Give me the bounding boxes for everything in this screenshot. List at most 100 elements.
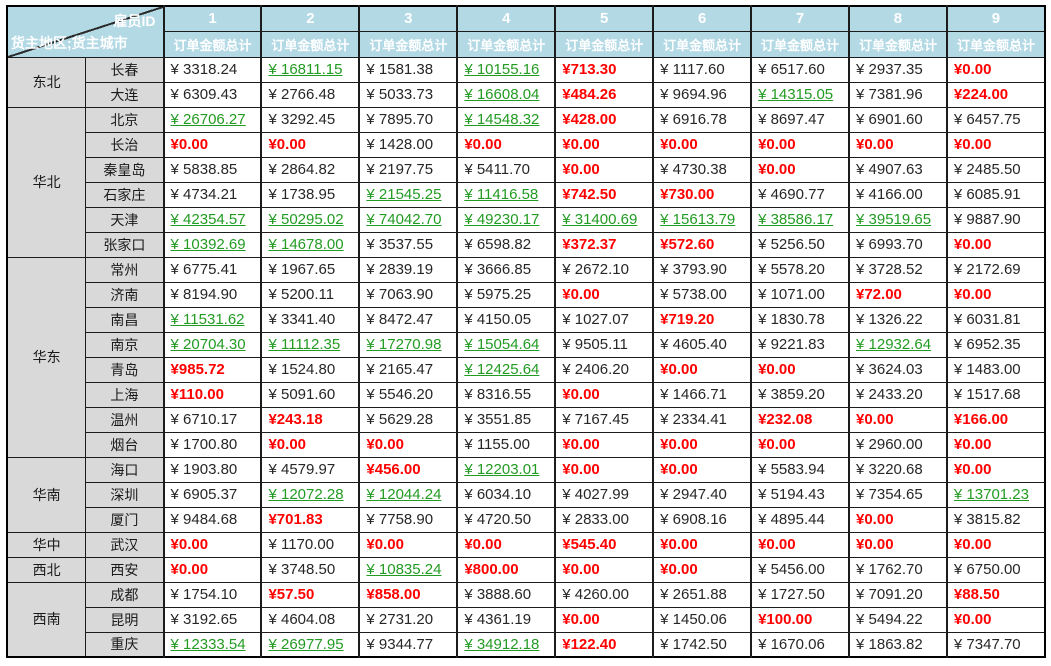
value-cell[interactable]: ¥ 5194.43: [750, 481, 850, 508]
value-cell[interactable]: ¥ 12425.64: [456, 356, 556, 383]
city-cell[interactable]: 南昌: [85, 306, 165, 333]
order-total-header[interactable]: 订单金额总计: [750, 30, 850, 58]
value-cell[interactable]: ¥ 3292.45: [260, 106, 360, 133]
city-cell[interactable]: 温州: [85, 406, 165, 433]
value-cell[interactable]: ¥ 1670.06: [750, 631, 850, 658]
value-cell[interactable]: ¥ 12203.01: [456, 456, 556, 483]
value-cell[interactable]: ¥0.00: [554, 381, 654, 408]
value-cell[interactable]: ¥0.00: [945, 281, 1046, 308]
value-cell[interactable]: ¥ 2833.00: [554, 506, 654, 533]
value-cell[interactable]: ¥ 16608.04: [456, 81, 556, 108]
order-total-header[interactable]: 订单金额总计: [652, 30, 752, 58]
city-cell[interactable]: 上海: [85, 381, 165, 408]
value-cell[interactable]: ¥ 4720.50: [456, 506, 556, 533]
value-cell[interactable]: ¥ 1754.10: [162, 581, 262, 608]
value-cell[interactable]: ¥0.00: [358, 431, 458, 458]
value-cell[interactable]: ¥ 1071.00: [750, 281, 850, 308]
value-cell[interactable]: ¥ 3859.20: [750, 381, 850, 408]
order-total-header[interactable]: 订单金额总计: [162, 30, 262, 58]
region-cell[interactable]: 西北: [6, 556, 87, 583]
value-cell[interactable]: ¥ 8316.55: [456, 381, 556, 408]
value-cell[interactable]: ¥ 7895.70: [358, 106, 458, 133]
value-cell[interactable]: ¥ 16811.15: [260, 56, 360, 83]
value-cell[interactable]: ¥ 3624.03: [848, 356, 948, 383]
value-cell[interactable]: ¥ 2731.20: [358, 606, 458, 633]
value-cell[interactable]: ¥456.00: [358, 456, 458, 483]
value-cell[interactable]: ¥ 6901.60: [848, 106, 948, 133]
value-cell[interactable]: ¥0.00: [848, 531, 948, 558]
employee-id-header[interactable]: 3: [358, 5, 458, 32]
value-cell[interactable]: ¥ 31400.69: [554, 206, 654, 233]
value-cell[interactable]: ¥ 5200.11: [260, 281, 360, 308]
value-cell[interactable]: ¥ 1700.80: [162, 431, 262, 458]
region-cell[interactable]: 华中: [6, 531, 87, 558]
region-cell[interactable]: 华南: [6, 456, 87, 533]
city-cell[interactable]: 长春: [85, 56, 165, 83]
value-cell[interactable]: ¥ 1170.00: [260, 531, 360, 558]
value-cell[interactable]: ¥ 6905.37: [162, 481, 262, 508]
value-cell[interactable]: ¥ 4579.97: [260, 456, 360, 483]
value-cell[interactable]: ¥ 5411.70: [456, 156, 556, 183]
value-cell[interactable]: ¥0.00: [848, 131, 948, 158]
region-cell[interactable]: 华东: [6, 256, 87, 458]
value-cell[interactable]: ¥ 2651.88: [652, 581, 752, 608]
value-cell[interactable]: ¥ 1738.95: [260, 181, 360, 208]
value-cell[interactable]: ¥0.00: [945, 131, 1046, 158]
value-cell[interactable]: ¥372.37: [554, 231, 654, 258]
value-cell[interactable]: ¥0.00: [554, 281, 654, 308]
value-cell[interactable]: ¥ 5838.85: [162, 156, 262, 183]
value-cell[interactable]: ¥ 3220.68: [848, 456, 948, 483]
city-cell[interactable]: 烟台: [85, 431, 165, 458]
value-cell[interactable]: ¥ 2334.41: [652, 406, 752, 433]
value-cell[interactable]: ¥484.26: [554, 81, 654, 108]
value-cell[interactable]: ¥0.00: [260, 431, 360, 458]
value-cell[interactable]: ¥ 12044.24: [358, 481, 458, 508]
city-cell[interactable]: 长治: [85, 131, 165, 158]
value-cell[interactable]: ¥ 15613.79: [652, 206, 752, 233]
region-cell[interactable]: 华北: [6, 106, 87, 258]
value-cell[interactable]: ¥ 1903.80: [162, 456, 262, 483]
value-cell[interactable]: ¥ 10392.69: [162, 231, 262, 258]
region-cell[interactable]: 西南: [6, 581, 87, 658]
city-cell[interactable]: 深圳: [85, 481, 165, 508]
value-cell[interactable]: ¥ 6710.17: [162, 406, 262, 433]
value-cell[interactable]: ¥0.00: [162, 131, 262, 158]
value-cell[interactable]: ¥ 1581.38: [358, 56, 458, 83]
value-cell[interactable]: ¥ 9344.77: [358, 631, 458, 658]
value-cell[interactable]: ¥ 9484.68: [162, 506, 262, 533]
value-cell[interactable]: ¥ 1967.65: [260, 256, 360, 283]
value-cell[interactable]: ¥ 14315.05: [750, 81, 850, 108]
value-cell[interactable]: ¥0.00: [554, 606, 654, 633]
value-cell[interactable]: ¥ 2937.35: [848, 56, 948, 83]
value-cell[interactable]: ¥ 4605.40: [652, 331, 752, 358]
value-cell[interactable]: ¥ 6085.91: [945, 181, 1046, 208]
value-cell[interactable]: ¥ 1727.50: [750, 581, 850, 608]
value-cell[interactable]: ¥858.00: [358, 581, 458, 608]
city-cell[interactable]: 厦门: [85, 506, 165, 533]
value-cell[interactable]: ¥0.00: [554, 456, 654, 483]
value-cell[interactable]: ¥ 7167.45: [554, 406, 654, 433]
employee-id-header[interactable]: 4: [456, 5, 556, 32]
value-cell[interactable]: ¥0.00: [945, 56, 1046, 83]
value-cell[interactable]: ¥ 5975.25: [456, 281, 556, 308]
value-cell[interactable]: ¥ 6309.43: [162, 81, 262, 108]
value-cell[interactable]: ¥0.00: [554, 131, 654, 158]
value-cell[interactable]: ¥ 13701.23: [945, 481, 1046, 508]
city-cell[interactable]: 北京: [85, 106, 165, 133]
value-cell[interactable]: ¥0.00: [554, 431, 654, 458]
value-cell[interactable]: ¥0.00: [652, 431, 752, 458]
value-cell[interactable]: ¥ 26977.95: [260, 631, 360, 658]
value-cell[interactable]: ¥ 3318.24: [162, 56, 262, 83]
order-total-header[interactable]: 订单金额总计: [945, 30, 1046, 58]
value-cell[interactable]: ¥ 1027.07: [554, 306, 654, 333]
value-cell[interactable]: ¥166.00: [945, 406, 1046, 433]
value-cell[interactable]: ¥ 2165.47: [358, 356, 458, 383]
value-cell[interactable]: ¥ 12333.54: [162, 631, 262, 658]
value-cell[interactable]: ¥ 15054.64: [456, 331, 556, 358]
value-cell[interactable]: ¥ 7758.90: [358, 506, 458, 533]
value-cell[interactable]: ¥ 2960.00: [848, 431, 948, 458]
value-cell[interactable]: ¥ 1517.68: [945, 381, 1046, 408]
value-cell[interactable]: ¥ 5494.22: [848, 606, 948, 633]
value-cell[interactable]: ¥ 4734.21: [162, 181, 262, 208]
value-cell[interactable]: ¥57.50: [260, 581, 360, 608]
